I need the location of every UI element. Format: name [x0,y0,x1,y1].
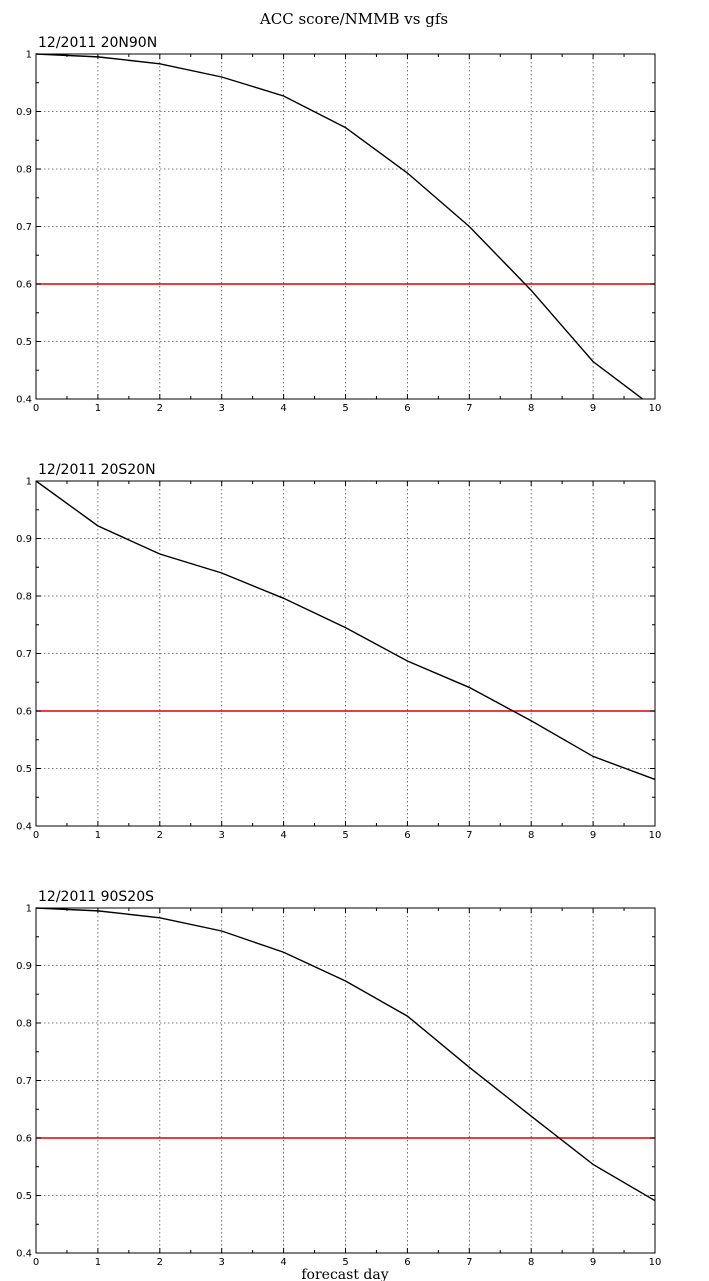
x-tick-label: 4 [280,830,286,841]
panel-title: 12/2011 90S20S [38,889,154,905]
x-tick-label: 1 [95,403,101,414]
y-tick-label: 0.9 [16,107,32,118]
x-tick-label: 3 [219,403,225,414]
x-tick-label: 8 [528,403,534,414]
x-tick-label: 2 [157,1257,163,1268]
y-tick-label: 0.6 [16,707,32,718]
y-tick-label: 0.7 [16,649,32,660]
y-tick-label: 1 [26,50,32,61]
y-tick-label: 0.6 [16,280,32,291]
x-tick-label: 9 [590,403,596,414]
y-tick-label: 0.5 [16,764,32,775]
x-tick-label: 8 [528,830,534,841]
x-tick-label: 10 [649,1257,662,1268]
figure-title: ACC score/NMMB vs gfs [259,10,448,28]
y-tick-label: 1 [26,904,32,915]
x-tick-label: 7 [466,830,472,841]
x-tick-label: 10 [649,830,662,841]
y-tick-label: 0.9 [16,534,32,545]
y-tick-label: 0.8 [16,592,32,603]
x-tick-label: 4 [280,403,286,414]
x-tick-label: 2 [157,830,163,841]
x-tick-label: 1 [95,1257,101,1268]
x-tick-label: 6 [404,830,410,841]
x-tick-label: 8 [528,1257,534,1268]
x-tick-label: 3 [219,830,225,841]
panel-title: 12/2011 20N90N [38,35,157,51]
series-line [35,907,656,1202]
x-tick-label: 7 [466,403,472,414]
x-tick-label: 6 [404,1257,410,1268]
x-tick-label: 9 [590,830,596,841]
series-line [35,480,656,781]
x-tick-label: 9 [590,1257,596,1268]
y-tick-label: 0.4 [16,1249,32,1260]
y-tick-label: 1 [26,477,32,488]
x-tick-label: 5 [342,830,348,841]
y-tick-label: 0.6 [16,1134,32,1145]
x-tick-label: 0 [33,830,39,841]
x-tick-label: 3 [219,1257,225,1268]
chart-panel-1: 0 1 2 3 4 5 6 7 8 9 10 0.4 0.5 0.6 0.7 0.8 0.9 1 12/2011 2… [16,35,661,414]
chart-panel-3: 0 1 2 3 4 5 6 7 8 9 10 0.4 0.5 0.6 0.7 0.8 0.9 1 12/2011 9… [16,889,661,1268]
y-tick-label: 0.8 [16,165,32,176]
x-tick-label: 5 [342,1257,348,1268]
y-tick-label: 0.4 [16,822,32,833]
y-tick-label: 0.5 [16,1191,32,1202]
y-tick-label: 0.7 [16,1076,32,1087]
x-tick-label: 10 [649,403,662,414]
y-tick-label: 0.8 [16,1019,32,1030]
y-tick-label: 0.5 [16,337,32,348]
x-tick-label: 5 [342,403,348,414]
chart-panel-2: 0 1 2 3 4 5 6 7 8 9 10 0.4 0.5 0.6 0.7 0.8 0.9 1 12/2011 2… [16,462,661,841]
x-tick-label: 0 [33,1257,39,1268]
y-tick-label: 0.7 [16,222,32,233]
x-tick-label: 7 [466,1257,472,1268]
x-axis-label: forecast day [301,1267,388,1281]
y-tick-label: 0.4 [16,395,32,406]
x-tick-label: 0 [33,403,39,414]
y-tick-label: 0.9 [16,961,32,972]
x-tick-label: 1 [95,830,101,841]
x-tick-label: 4 [280,1257,286,1268]
x-tick-label: 6 [404,403,410,414]
panel-title: 12/2011 20S20N [38,462,156,478]
series-line [35,53,644,400]
x-tick-label: 2 [157,403,163,414]
